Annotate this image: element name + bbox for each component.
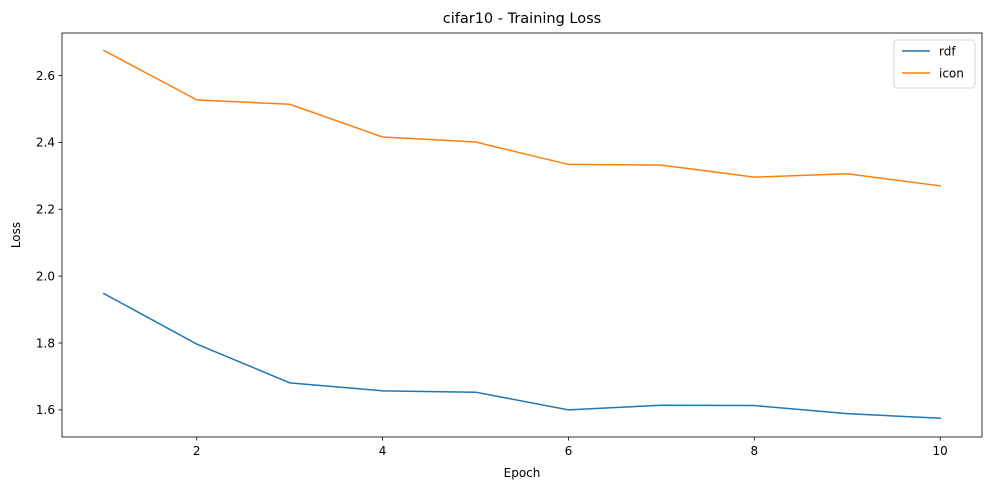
x-axis-ticks: 2 4 6 8 10 — [193, 437, 948, 458]
y-tick-label: 2.2 — [36, 203, 55, 217]
y-axis-label: Loss — [9, 222, 23, 248]
legend-box — [893, 39, 976, 89]
x-tick-label: 2 — [193, 444, 201, 458]
x-tick-label: 10 — [933, 444, 948, 458]
y-axis-ticks: 1.6 1.8 2.0 2.2 2.4 2.6 — [36, 69, 62, 417]
chart-title: cifar10 - Training Loss — [443, 11, 601, 27]
plot-area-frame — [61, 32, 983, 438]
series-line-icon — [102, 49, 942, 187]
legend-label-icon: icon — [939, 66, 964, 80]
y-tick-label: 2.0 — [36, 269, 55, 283]
y-tick-label: 1.8 — [36, 336, 55, 350]
x-axis-label: Epoch — [504, 466, 541, 480]
legend-label-rdf: rdf — [939, 44, 956, 58]
y-tick-label: 1.6 — [36, 403, 55, 417]
x-tick-label: 8 — [751, 444, 759, 458]
y-tick-label: 2.4 — [36, 136, 55, 150]
series-line-rdf — [102, 292, 941, 420]
y-tick-label: 2.6 — [36, 69, 55, 83]
x-tick-label: 4 — [379, 444, 387, 458]
legend: rdf icon — [893, 39, 976, 89]
x-tick-label: 6 — [565, 444, 573, 458]
series-layer — [102, 49, 942, 420]
